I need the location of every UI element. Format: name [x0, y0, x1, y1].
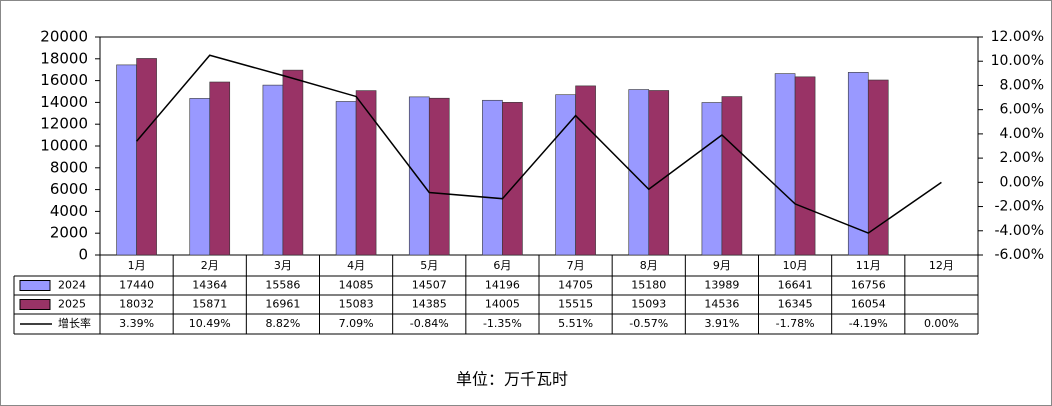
x-tick-label: 12月 — [929, 259, 954, 272]
y-tick-label: 8000 — [50, 158, 88, 176]
x-tick-label: 3月 — [274, 259, 292, 272]
table-value: 16641 — [778, 279, 813, 292]
table-value: 16054 — [851, 298, 886, 311]
y-tick-label: 18000 — [40, 49, 88, 67]
table-value: 5.51% — [558, 317, 593, 330]
x-tick-label: 11月 — [856, 259, 881, 272]
unit-note: 单位：万千瓦时 — [456, 370, 568, 389]
x-tick-label: 5月 — [420, 259, 438, 272]
y-tick-label: 20000 — [40, 28, 88, 46]
table-value: 16345 — [778, 298, 813, 311]
bar — [209, 81, 231, 256]
table-value: 14364 — [192, 279, 227, 292]
table-value: 14385 — [412, 298, 447, 311]
table-value: 13989 — [704, 279, 739, 292]
table-value: -4.19% — [849, 317, 888, 330]
bar — [847, 72, 869, 256]
y-tick-label: 4000 — [50, 202, 88, 220]
table-value: 15093 — [631, 298, 666, 311]
y2-tick-label: 0.00% — [1000, 174, 1044, 190]
x-tick-label: 2月 — [201, 259, 219, 272]
y2-tick-label: 12.00% — [991, 29, 1044, 45]
table-value: 17440 — [119, 279, 154, 292]
table-value: -1.35% — [483, 317, 522, 330]
bar — [189, 98, 211, 256]
table-value: -1.78% — [776, 317, 815, 330]
table-value: -0.84% — [410, 317, 449, 330]
legend-label: 增长率 — [58, 316, 91, 330]
x-tick-label: 8月 — [640, 259, 658, 272]
y-tick-label: 16000 — [40, 71, 88, 89]
y-tick-label: 2000 — [50, 224, 88, 242]
bar — [136, 58, 157, 256]
x-tick-label: 7月 — [567, 259, 585, 272]
y2-tick-label: 2.00% — [1000, 150, 1044, 166]
y2-tick-label: -6.00% — [994, 247, 1044, 263]
table-value: 18032 — [119, 298, 154, 311]
bar — [482, 99, 503, 256]
bar — [774, 73, 796, 256]
line — [136, 54, 942, 234]
table-value: 14507 — [412, 279, 447, 292]
bar — [575, 85, 596, 256]
x-tick-label: 10月 — [783, 259, 808, 272]
x-tick-label: 4月 — [347, 259, 365, 272]
table-value: 14536 — [704, 298, 739, 311]
table-value: 3.39% — [119, 317, 154, 330]
bar — [721, 96, 743, 256]
y2-tick-label: -4.00% — [994, 223, 1044, 239]
bar — [116, 64, 137, 256]
bar — [355, 90, 377, 256]
legend-label: 2024 — [58, 279, 86, 292]
table-value: 10.49% — [189, 317, 231, 330]
table-value: 14705 — [558, 279, 593, 292]
table-value: 3.91% — [704, 317, 739, 330]
bar — [428, 97, 450, 256]
legend-swatch — [19, 299, 51, 310]
bar — [282, 69, 304, 256]
bar — [648, 90, 670, 256]
table-value: 16756 — [851, 279, 886, 292]
y-tick-label: 14000 — [40, 93, 88, 111]
bar — [262, 84, 284, 256]
table-value: 0.00% — [924, 317, 959, 330]
y-tick-label: 10000 — [40, 137, 88, 155]
bar — [794, 76, 816, 256]
bar — [701, 102, 723, 256]
y2-tick-label: 8.00% — [1000, 77, 1044, 93]
table-value: 14005 — [485, 298, 520, 311]
y2-tick-label: 4.00% — [1000, 126, 1044, 142]
y-tick-label: 12000 — [40, 115, 88, 133]
table-value: 7.09% — [339, 317, 374, 330]
y2-tick-label: 6.00% — [1000, 102, 1044, 118]
y-tick-label: 6000 — [50, 180, 88, 198]
bar — [867, 79, 889, 256]
table-value: 16961 — [265, 298, 300, 311]
bar — [408, 96, 430, 256]
bar — [502, 102, 523, 256]
y2-tick-label: -2.00% — [994, 199, 1044, 215]
x-tick-label: 9月 — [713, 259, 731, 272]
legend-label: 2025 — [58, 298, 86, 311]
x-tick-label: 6月 — [493, 259, 511, 272]
table-value: 15083 — [339, 298, 374, 311]
x-tick-label: 1月 — [128, 259, 146, 272]
table-value: 14196 — [485, 279, 520, 292]
table-value: 14085 — [339, 279, 374, 292]
table-value: 15180 — [631, 279, 666, 292]
table-value: -0.57% — [629, 317, 668, 330]
y2-tick-label: 10.00% — [991, 53, 1044, 69]
table-value: 15871 — [192, 298, 227, 311]
table-value: 15586 — [265, 279, 300, 292]
y-tick-label: 0 — [78, 246, 88, 264]
legend-swatch — [19, 280, 51, 291]
bar — [335, 101, 357, 256]
table-value: 8.82% — [265, 317, 300, 330]
table-value: 15515 — [558, 298, 593, 311]
